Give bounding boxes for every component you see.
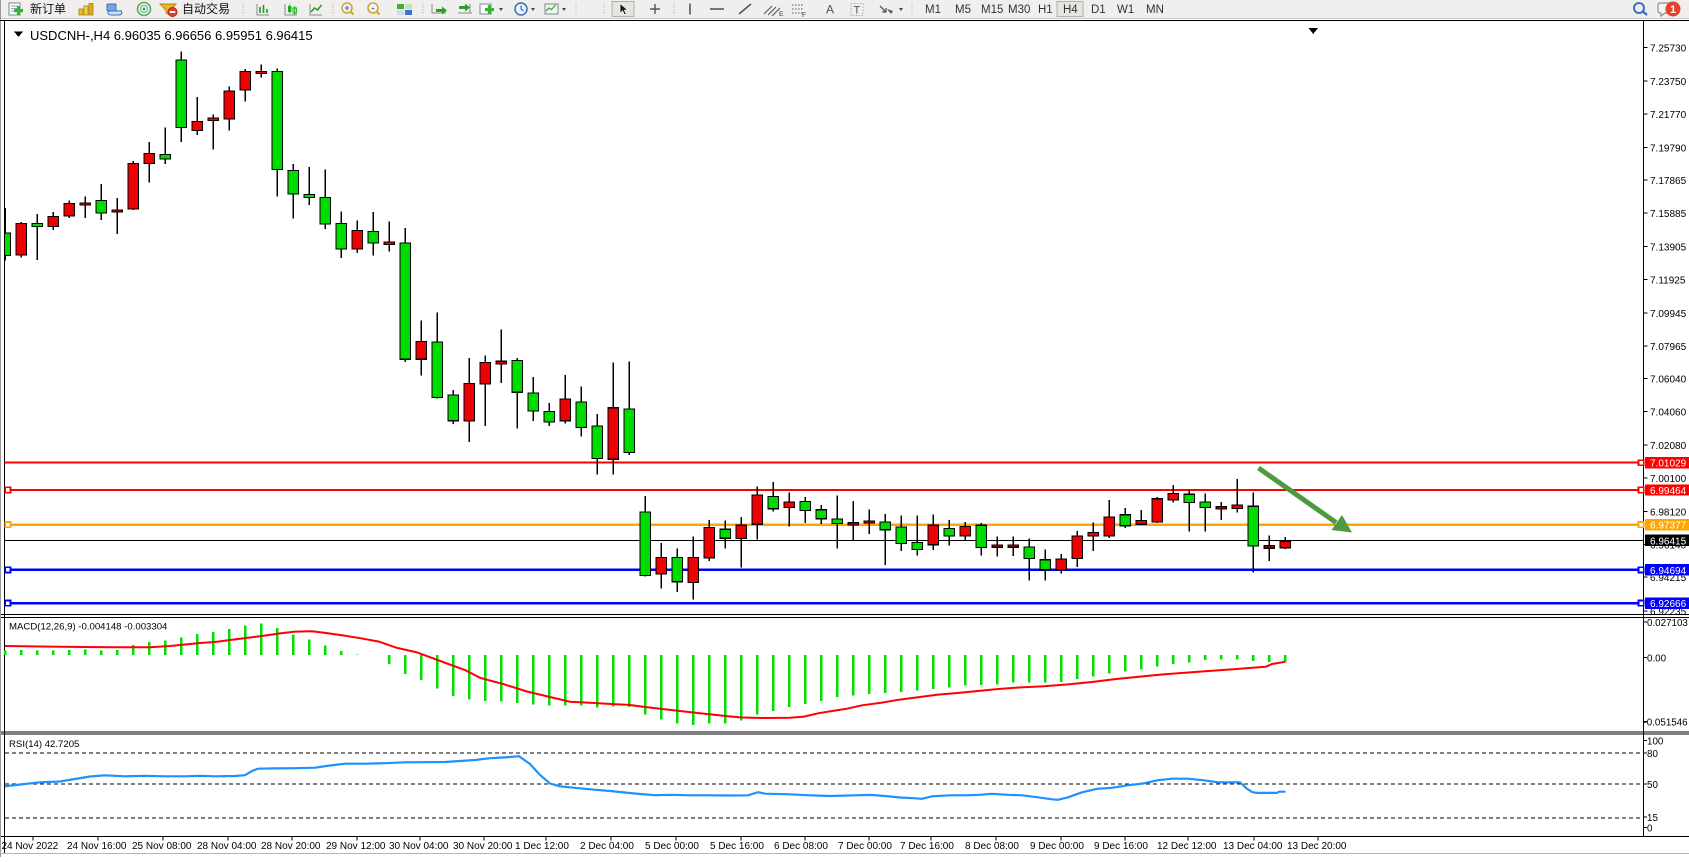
svg-text:5 Dec 16:00: 5 Dec 16:00 <box>710 841 764 852</box>
svg-text:7.13905: 7.13905 <box>1650 242 1687 253</box>
svg-text:6.97377: 6.97377 <box>1650 521 1687 532</box>
svg-text:-: - <box>372 3 375 13</box>
svg-text:T: T <box>854 5 861 17</box>
svg-text:+: + <box>344 3 349 13</box>
svg-text:6.96415: 6.96415 <box>1650 536 1687 547</box>
svg-text:30 Nov 04:00: 30 Nov 04:00 <box>389 841 449 852</box>
svg-text:MN: MN <box>1146 4 1164 16</box>
svg-text:2 Dec 04:00: 2 Dec 04:00 <box>580 841 634 852</box>
svg-text:50: 50 <box>1647 780 1658 791</box>
svg-text:6.94215: 6.94215 <box>1650 573 1687 584</box>
svg-text:自动交易: 自动交易 <box>182 1 230 16</box>
svg-text:28 Nov 20:00: 28 Nov 20:00 <box>261 841 321 852</box>
svg-text:M30: M30 <box>1008 4 1030 16</box>
svg-text:W1: W1 <box>1117 4 1134 16</box>
svg-text:6.92235: 6.92235 <box>1650 607 1687 618</box>
svg-text:7.00100: 7.00100 <box>1650 474 1687 485</box>
svg-text:13 Dec 20:00: 13 Dec 20:00 <box>1287 841 1347 852</box>
svg-text:RSI(14) 42.7205: RSI(14) 42.7205 <box>9 739 79 750</box>
svg-text:D1: D1 <box>1091 4 1106 16</box>
svg-text:0.00: 0.00 <box>1647 653 1667 664</box>
svg-text:7.09945: 7.09945 <box>1650 309 1687 320</box>
svg-text:9 Dec 16:00: 9 Dec 16:00 <box>1094 841 1148 852</box>
svg-text:100: 100 <box>1647 736 1664 747</box>
svg-text:7 Dec 16:00: 7 Dec 16:00 <box>900 841 954 852</box>
svg-text:7.06040: 7.06040 <box>1650 374 1687 385</box>
svg-text:H1: H1 <box>1038 4 1053 16</box>
svg-text:7.15885: 7.15885 <box>1650 209 1687 220</box>
svg-text:M5: M5 <box>955 4 971 16</box>
svg-text:12 Dec 12:00: 12 Dec 12:00 <box>1157 841 1217 852</box>
svg-text:7 Dec 00:00: 7 Dec 00:00 <box>838 841 892 852</box>
svg-text:新订单: 新订单 <box>30 1 66 16</box>
svg-text:7.02080: 7.02080 <box>1650 441 1687 452</box>
svg-text:29 Nov 12:00: 29 Nov 12:00 <box>326 841 386 852</box>
svg-text:7.11925: 7.11925 <box>1650 276 1686 287</box>
svg-text:6.99464: 6.99464 <box>1650 486 1687 497</box>
svg-text:0.027103: 0.027103 <box>1647 618 1688 629</box>
svg-text:15: 15 <box>1647 813 1658 824</box>
svg-text:9 Dec 00:00: 9 Dec 00:00 <box>1030 841 1084 852</box>
svg-text:7.23750: 7.23750 <box>1650 77 1687 88</box>
svg-text:80: 80 <box>1647 749 1658 760</box>
svg-text:7.01029: 7.01029 <box>1650 459 1687 470</box>
svg-text:6.92666: 6.92666 <box>1650 599 1687 610</box>
svg-text:MACD(12,26,9) -0.004148 -0.003: MACD(12,26,9) -0.004148 -0.003304 <box>9 622 168 633</box>
svg-text:7.07965: 7.07965 <box>1650 342 1687 353</box>
svg-text:6.94694: 6.94694 <box>1650 566 1687 577</box>
svg-text:0: 0 <box>1647 823 1653 834</box>
svg-text:24 Nov 16:00: 24 Nov 16:00 <box>67 841 127 852</box>
svg-text:7.04060: 7.04060 <box>1650 408 1687 419</box>
svg-text:7.25730: 7.25730 <box>1650 44 1687 55</box>
svg-text:25 Nov 08:00: 25 Nov 08:00 <box>132 841 192 852</box>
svg-text:13 Dec 04:00: 13 Dec 04:00 <box>1223 841 1283 852</box>
svg-text:1 Dec 12:00: 1 Dec 12:00 <box>515 841 569 852</box>
svg-text:5 Dec 00:00: 5 Dec 00:00 <box>645 841 699 852</box>
svg-text:USDCNH-,H4 6.96035 6.96656 6.: USDCNH-,H4 6.96035 6.96656 6.95951 6.964… <box>30 28 313 43</box>
svg-text:24 Nov 2022: 24 Nov 2022 <box>2 841 59 852</box>
svg-text:28 Nov 04:00: 28 Nov 04:00 <box>197 841 257 852</box>
svg-text:30 Nov 20:00: 30 Nov 20:00 <box>453 841 513 852</box>
svg-text:E: E <box>779 11 784 18</box>
svg-text:7.17865: 7.17865 <box>1650 176 1687 187</box>
svg-text:1: 1 <box>1670 4 1676 16</box>
svg-text:7.21770: 7.21770 <box>1650 110 1687 121</box>
svg-text:A: A <box>826 3 834 17</box>
svg-text:F: F <box>802 12 806 19</box>
svg-text:-0.051546: -0.051546 <box>1644 717 1689 728</box>
svg-text:M15: M15 <box>981 4 1003 16</box>
svg-text:6.96140: 6.96140 <box>1650 541 1687 552</box>
svg-text:6 Dec 08:00: 6 Dec 08:00 <box>774 841 828 852</box>
svg-text:H4: H4 <box>1063 4 1078 16</box>
svg-text:7.19790: 7.19790 <box>1650 144 1687 155</box>
svg-text:M1: M1 <box>925 4 941 16</box>
svg-text:8 Dec 08:00: 8 Dec 08:00 <box>965 841 1019 852</box>
svg-text:6.98120: 6.98120 <box>1650 508 1687 519</box>
